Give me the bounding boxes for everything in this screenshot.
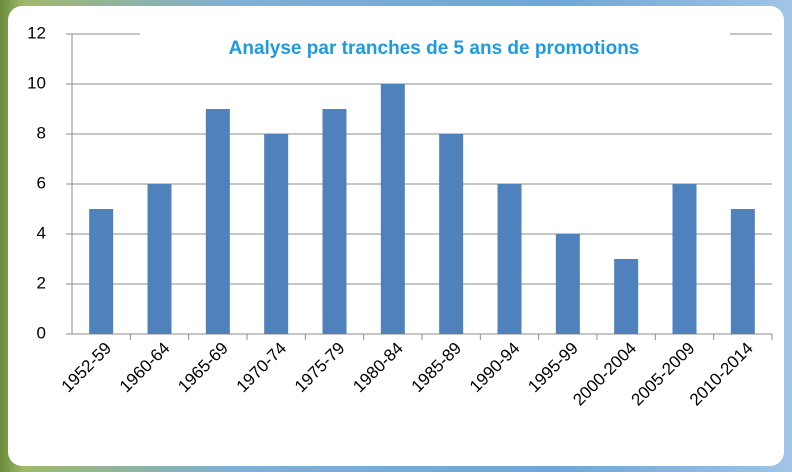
bar	[323, 109, 347, 334]
bar	[264, 134, 288, 334]
y-tick-label: 6	[37, 173, 46, 192]
page: {"chart_data": {"type": "bar", "title": …	[0, 0, 792, 472]
y-tick-label: 4	[37, 223, 46, 242]
x-tick-label: 1980-84	[349, 339, 407, 397]
bar	[556, 234, 580, 334]
bar	[89, 209, 113, 334]
y-tick-label: 12	[27, 23, 46, 42]
x-tick-label: 2010-2014	[686, 339, 757, 410]
y-tick-label: 10	[27, 73, 46, 92]
bar	[498, 184, 522, 334]
y-tick-label: 0	[37, 323, 46, 342]
x-tick-label: 1960-64	[116, 339, 174, 397]
bar	[206, 109, 230, 334]
bar	[731, 209, 755, 334]
bar	[673, 184, 697, 334]
bar	[614, 259, 638, 334]
bar	[439, 134, 463, 334]
x-tick-label: 1965-69	[174, 339, 232, 397]
x-tick-label: 1995-99	[524, 339, 582, 397]
x-tick-label: 1970-74	[233, 339, 291, 397]
x-tick-label: 1990-94	[466, 339, 524, 397]
y-tick-label: 8	[37, 123, 46, 142]
chart-title: Analyse par tranches de 5 ans de promoti…	[229, 38, 640, 59]
x-tick-label: 1952-59	[58, 339, 116, 397]
bar	[148, 184, 172, 334]
bar	[381, 84, 405, 334]
x-tick-label: 1985-89	[408, 339, 466, 397]
chart: 0 2 4 6 8 10 12 1952-591960-641965-691970-74197…	[0, 0, 792, 472]
x-tick-label: 1975-79	[291, 339, 349, 397]
y-tick-label: 2	[37, 273, 46, 292]
